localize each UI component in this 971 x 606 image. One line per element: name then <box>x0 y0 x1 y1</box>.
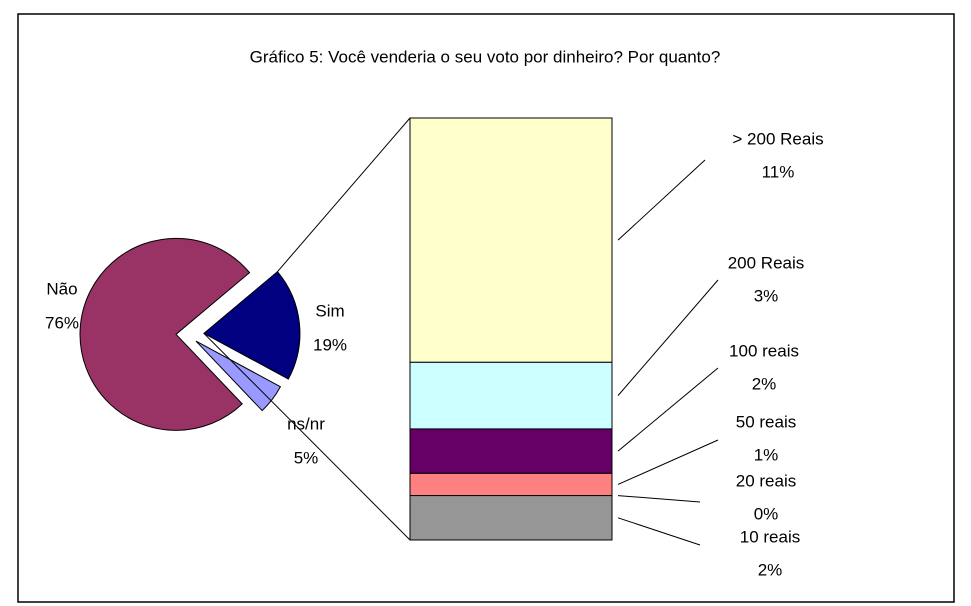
pie-slice <box>195 340 282 412</box>
slice-label: Sim <box>315 301 344 320</box>
segment-value-label: 1% <box>754 445 779 464</box>
segment-value-label: 2% <box>752 374 777 393</box>
connector-line <box>277 117 411 273</box>
bar-segment <box>409 117 613 363</box>
pie-slice <box>79 237 251 431</box>
bar-segment <box>409 361 613 430</box>
slice-value-label: 5% <box>294 448 319 467</box>
leader-line <box>617 159 706 241</box>
segment-label: 10 reais <box>740 527 800 546</box>
segment-label: 100 reais <box>729 341 799 360</box>
slice-value-label: 19% <box>313 335 347 354</box>
bar-segment <box>409 472 613 497</box>
leader-line <box>617 517 701 546</box>
segment-value-label: 0% <box>754 504 779 523</box>
chart-title: Gráfico 5: Você venderia o seu voto por … <box>250 47 721 66</box>
bar-segment <box>409 428 613 474</box>
leader-line <box>617 439 719 485</box>
slice-value-label: 76% <box>45 313 79 332</box>
connector-line <box>203 333 411 541</box>
segment-label: 20 reais <box>736 471 796 490</box>
segment-label: 200 Reais <box>728 253 805 272</box>
slice-label: ns/nr <box>287 414 325 433</box>
leader-line <box>617 367 719 452</box>
segment-label: > 200 Reais <box>732 129 823 148</box>
segment-value-label: 2% <box>758 560 783 579</box>
pie-slice <box>203 270 301 380</box>
leader-line <box>617 495 701 503</box>
bar-segment <box>409 495 613 541</box>
segment-value-label: 3% <box>754 286 779 305</box>
segment-value-label: 11% <box>762 162 795 181</box>
slice-label: Não <box>46 279 77 298</box>
leader-line <box>617 279 719 396</box>
segment-label: 50 reais <box>736 412 796 431</box>
